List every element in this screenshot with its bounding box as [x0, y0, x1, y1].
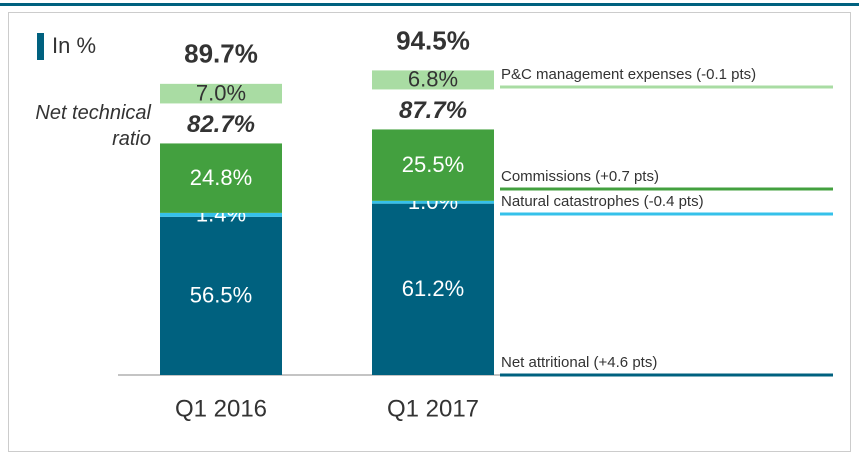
- bar-segment: [160, 216, 282, 375]
- x-tick-label: Q1 2016: [175, 395, 267, 422]
- total-label: 89.7%: [184, 39, 258, 69]
- side-label: Net technical ratio: [35, 102, 151, 150]
- value-label: 61.2%: [402, 276, 464, 301]
- value-label: 7.0%: [196, 80, 246, 105]
- bar-segment: [160, 143, 282, 213]
- bar-segment: [160, 83, 282, 104]
- bar-segment: [372, 70, 494, 90]
- bar-segment: [372, 203, 494, 375]
- legend-label: Net attritional (+4.6 pts): [501, 354, 657, 371]
- subtotal-label: 87.7%: [399, 97, 467, 124]
- bar-segment: [160, 212, 282, 217]
- bar-segment: [372, 200, 494, 204]
- top-rule: [0, 3, 859, 6]
- unit-marker: [37, 33, 44, 60]
- value-label: 6.8%: [408, 67, 458, 92]
- bar-segment: [372, 129, 494, 201]
- legend-label: Commissions (+0.7 pts): [501, 168, 659, 185]
- total-label: 94.5%: [396, 25, 470, 55]
- value-label: 56.5%: [190, 283, 252, 308]
- legend-label: P&C management expenses (-0.1 pts): [501, 66, 756, 83]
- x-tick-label: Q1 2017: [387, 395, 479, 422]
- subtotal-label: 82.7%: [187, 111, 255, 138]
- legend-label: Natural catastrophes (-0.4 pts): [501, 193, 704, 210]
- frame: [8, 12, 851, 452]
- value-label: 25.5%: [402, 152, 464, 177]
- unit-note: In %: [52, 33, 96, 58]
- value-label: 24.8%: [190, 165, 252, 190]
